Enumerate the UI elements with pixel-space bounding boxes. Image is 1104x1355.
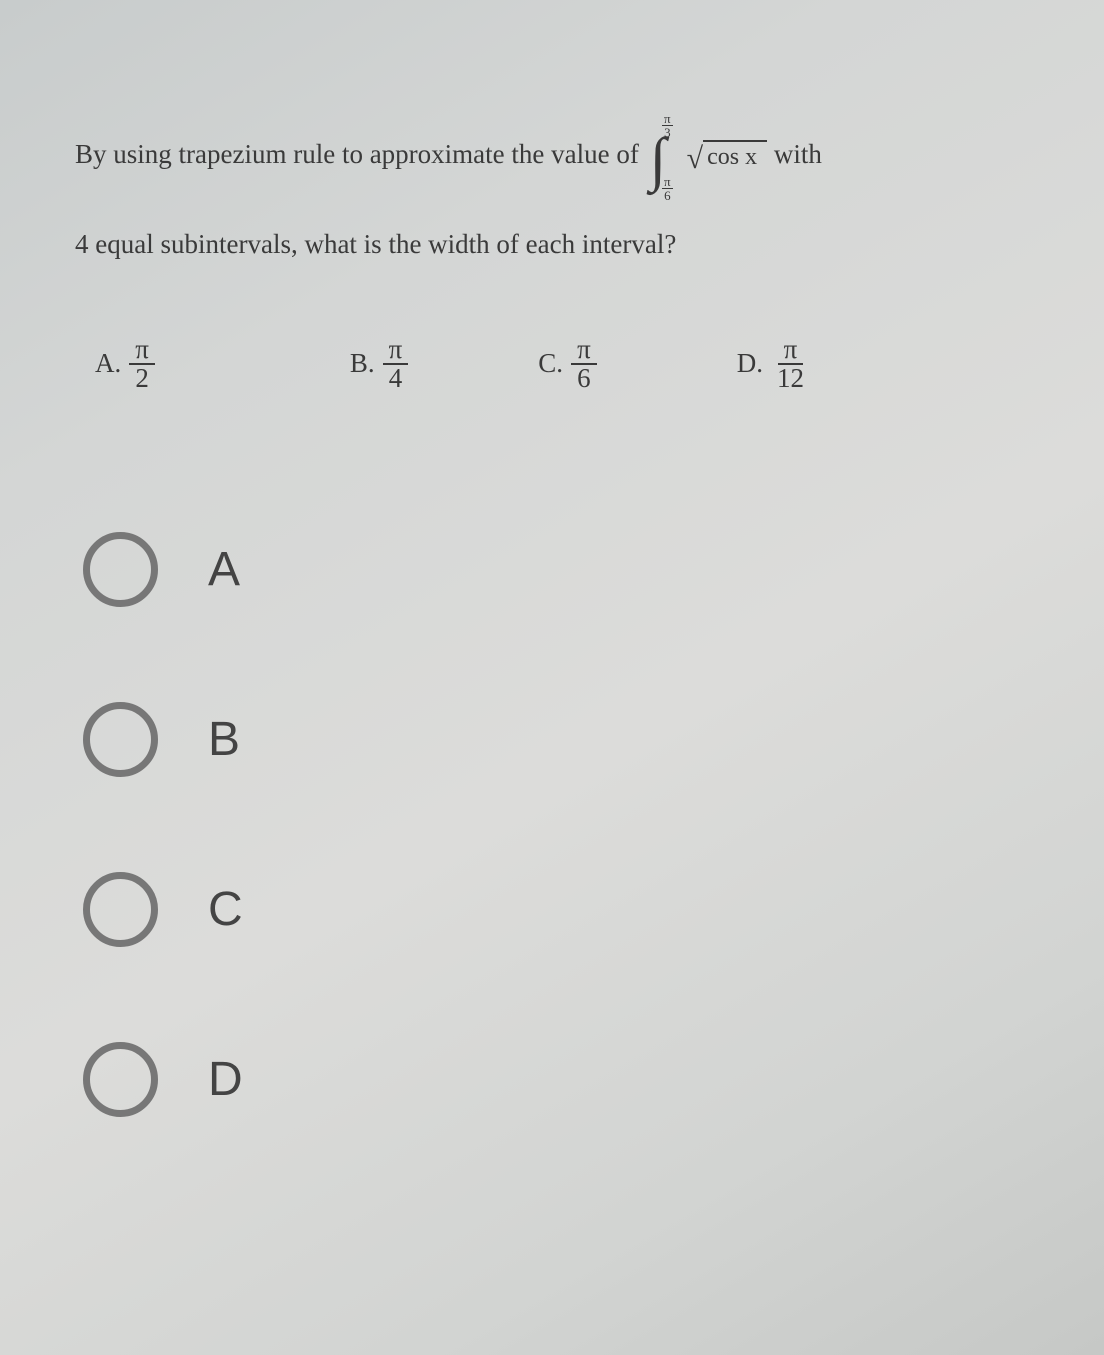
- radio-button-icon[interactable]: [83, 702, 158, 777]
- choice-b-fraction: π 4: [383, 336, 409, 392]
- integral-sign-wrap: ∫ π 3 π 6: [650, 130, 673, 184]
- choice-b: B. π 4: [350, 336, 408, 392]
- choice-d: D. π 12: [737, 336, 810, 392]
- choice-c: C. π 6: [538, 336, 596, 392]
- question-line-1: By using trapezium rule to approximate t…: [75, 130, 1049, 184]
- choice-d-letter: D.: [737, 348, 763, 379]
- choice-d-den: 12: [771, 365, 810, 392]
- radio-option-b[interactable]: B: [83, 702, 1049, 777]
- radio-options-group: A B C D: [83, 532, 1049, 1117]
- sqrt-expression: √ cos x: [687, 140, 767, 173]
- radio-label-a: A: [208, 542, 240, 597]
- choice-c-den: 6: [571, 365, 597, 392]
- choice-a: A. π 2: [95, 336, 155, 392]
- choice-c-letter: C.: [538, 348, 563, 379]
- lower-num: π: [662, 175, 673, 189]
- radio-label-c: C: [208, 882, 243, 937]
- radio-option-c[interactable]: C: [83, 872, 1049, 947]
- choice-b-num: π: [383, 336, 409, 365]
- choice-a-letter: A.: [95, 348, 121, 379]
- radio-label-d: D: [208, 1052, 243, 1107]
- question-suffix: with: [774, 139, 822, 169]
- integral-lower-limit: π 6: [662, 175, 673, 202]
- surd-symbol: √: [687, 144, 703, 174]
- choice-a-num: π: [129, 336, 155, 365]
- choice-b-den: 4: [383, 365, 409, 392]
- radio-option-d[interactable]: D: [83, 1042, 1049, 1117]
- radio-button-icon[interactable]: [83, 532, 158, 607]
- question-sheet: By using trapezium rule to approximate t…: [0, 0, 1104, 1252]
- choice-d-num: π: [778, 336, 804, 365]
- integral-upper-limit: π 3: [662, 112, 673, 139]
- radio-button-icon[interactable]: [83, 872, 158, 947]
- answer-choices-row: A. π 2 B. π 4 C. π 6 D. π 12: [75, 336, 1049, 392]
- choice-d-fraction: π 12: [771, 336, 810, 392]
- upper-num: π: [662, 112, 673, 126]
- lower-den: 6: [662, 189, 673, 202]
- integral-expression: ∫ π 3 π 6 √ cos x: [646, 130, 767, 184]
- choice-a-den: 2: [129, 365, 155, 392]
- upper-den: 3: [662, 126, 673, 139]
- question-line-2: 4 equal subintervals, what is the width …: [75, 224, 1049, 266]
- radio-option-a[interactable]: A: [83, 532, 1049, 607]
- choice-c-num: π: [571, 336, 597, 365]
- radio-button-icon[interactable]: [83, 1042, 158, 1117]
- choice-b-letter: B.: [350, 348, 375, 379]
- radicand: cos x: [703, 140, 767, 173]
- choice-c-fraction: π 6: [571, 336, 597, 392]
- question-prefix: By using trapezium rule to approximate t…: [75, 139, 639, 169]
- choice-a-fraction: π 2: [129, 336, 155, 392]
- radio-label-b: B: [208, 712, 240, 767]
